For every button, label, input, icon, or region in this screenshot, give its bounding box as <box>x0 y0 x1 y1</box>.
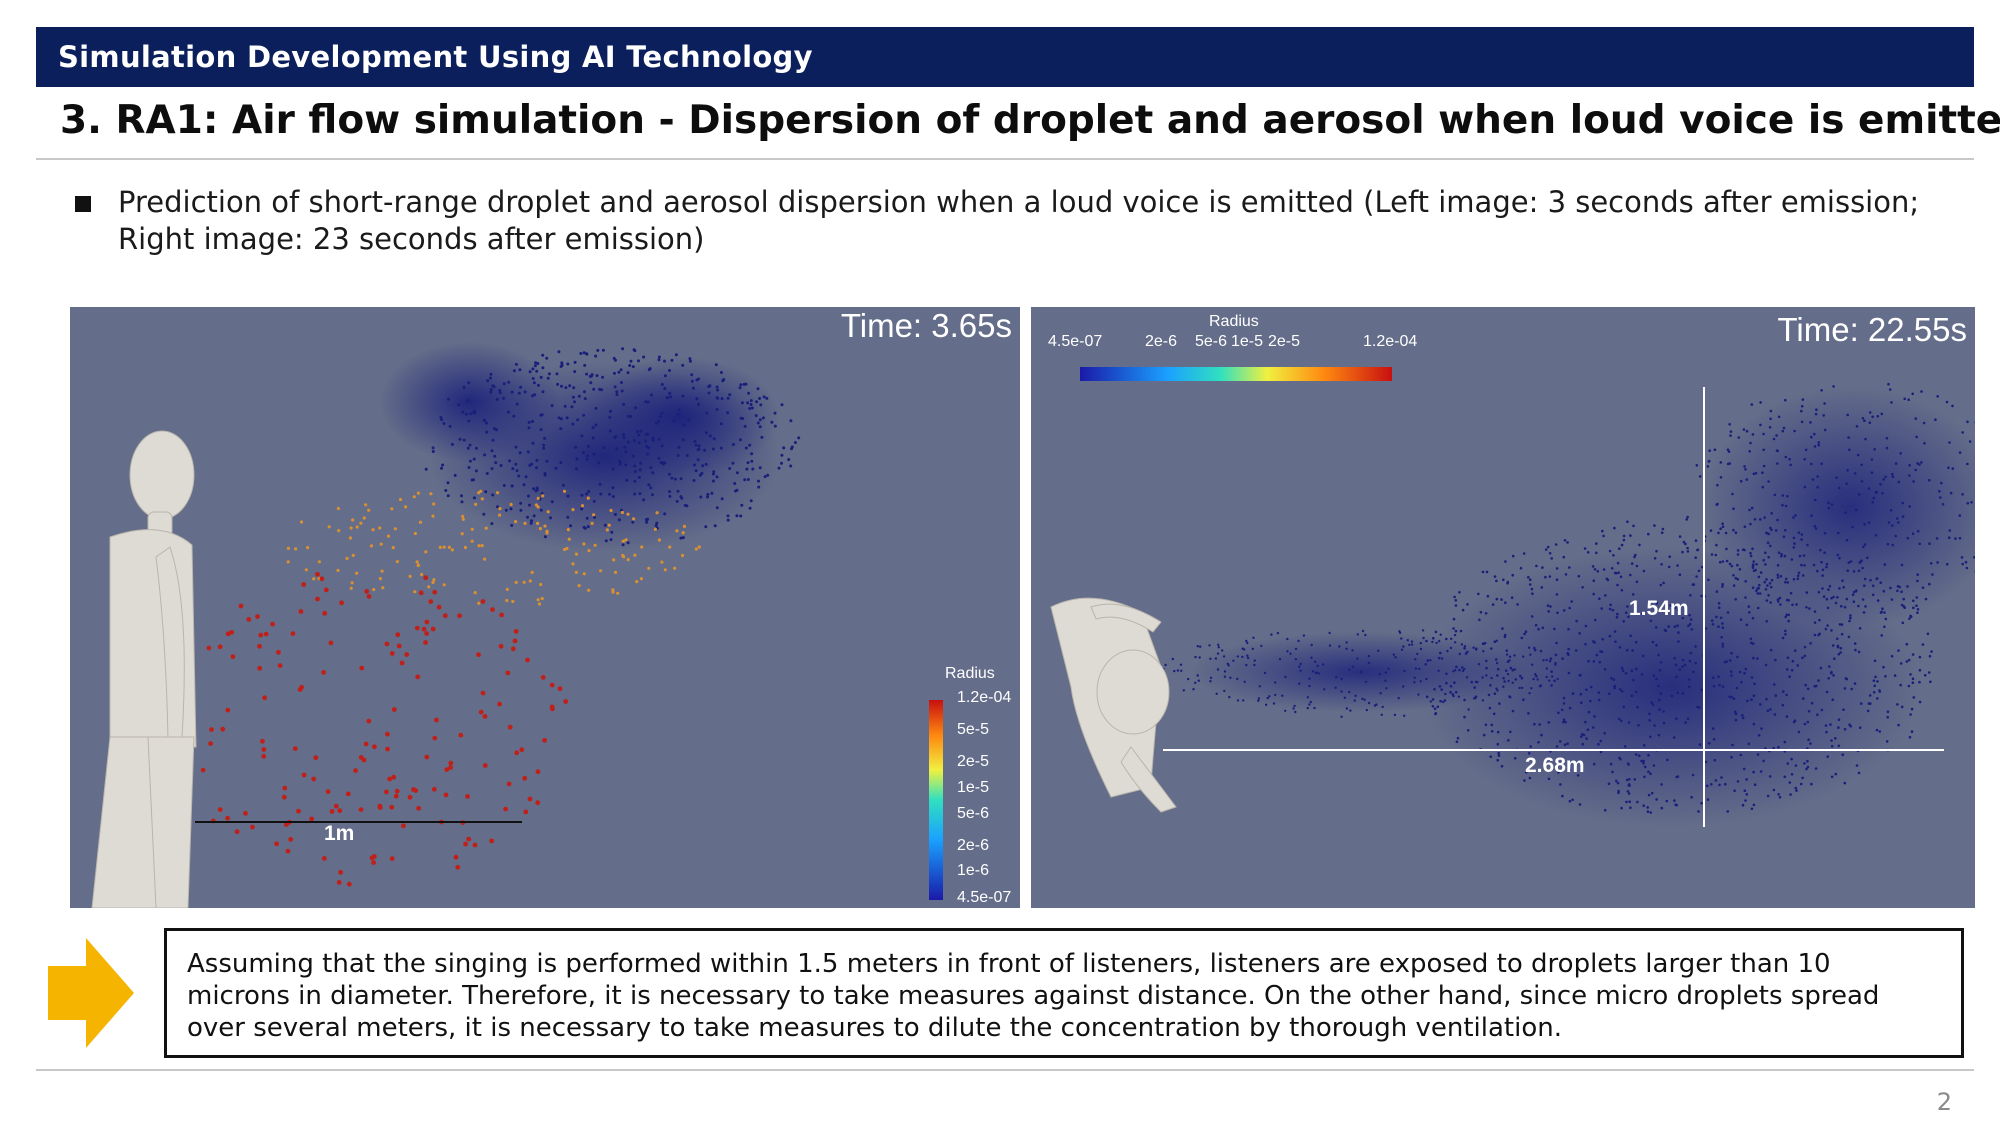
colorbar-horizontal <box>1080 367 1392 381</box>
section-banner: Simulation Development Using AI Technolo… <box>36 27 1974 87</box>
footer-divider <box>36 1069 1974 1071</box>
legend-tick: 1.2e-04 <box>957 689 1012 706</box>
aerosol-cloud-left <box>380 342 780 552</box>
legend-tick: 1e-6 <box>957 862 990 879</box>
simulation-image-right: Time: 22.55s 1.54m 2.68m Radius 4.5e-07 … <box>1031 307 1975 908</box>
legend-tick: 2e-5 <box>957 753 990 770</box>
human-figure-topdown <box>1050 597 1177 813</box>
square-bullet-icon <box>75 196 91 212</box>
distance-label: 1m <box>324 822 355 845</box>
legend-tick: 2e-6 <box>957 837 990 854</box>
simulation-image-left: Time: 3.65s 1m Radius 1.2e-04 5e-5 2e-5 … <box>70 307 1020 908</box>
legend-title: Radius <box>1209 313 1259 330</box>
time-label: Time: 22.55s <box>1777 311 1967 348</box>
right-arrow-icon <box>48 938 134 1048</box>
legend-tick: 2e-6 <box>1145 333 1178 350</box>
page-number: 2 <box>1936 1088 1952 1116</box>
left-scene <box>91 342 943 908</box>
legend-tick: 1e-5 <box>1231 333 1264 350</box>
human-figure-standing <box>91 430 197 908</box>
legend-tick: 1e-5 <box>957 779 990 796</box>
legend-tick: 2e-5 <box>1268 333 1301 350</box>
legend-tick: 4.5e-07 <box>957 889 1012 906</box>
legend-tick: 1.2e-04 <box>1363 333 1418 350</box>
height-label: 1.54m <box>1629 597 1689 620</box>
legend-tick: 5e-6 <box>1195 333 1228 350</box>
right-scene <box>1050 367 1975 827</box>
bullet-text: Prediction of short-range droplet and ae… <box>118 185 1920 256</box>
slide-title: 3. RA1: Air flow simulation - Dispersion… <box>60 98 2000 143</box>
conclusion-box: Assuming that the singing is performed w… <box>164 928 1964 1058</box>
colorbar-vertical <box>929 700 943 900</box>
legend-tick: 5e-6 <box>957 805 990 822</box>
legend-title: Radius <box>945 665 995 682</box>
width-label: 2.68m <box>1525 754 1585 777</box>
aerosol-particles-right <box>1162 382 1975 814</box>
time-label: Time: 3.65s <box>840 307 1012 344</box>
legend-tick: 5e-5 <box>957 721 990 738</box>
droplet-particles-left <box>171 347 801 887</box>
banner-title: Simulation Development Using AI Technolo… <box>58 40 813 74</box>
title-divider <box>36 158 1974 160</box>
legend-tick: 4.5e-07 <box>1048 333 1103 350</box>
